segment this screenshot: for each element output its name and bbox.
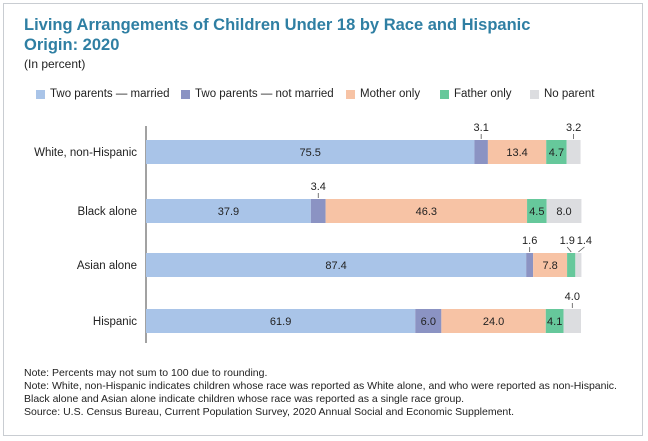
- legend-label: No parent: [544, 88, 595, 100]
- notes: Note: Percents may not sum to 100 due to…: [24, 367, 624, 419]
- category-label: Asian alone: [77, 260, 137, 272]
- legend-swatch: [530, 90, 539, 99]
- data-label: 37.9: [218, 206, 239, 218]
- label-leader: [578, 246, 585, 253]
- data-label: 46.3: [416, 206, 437, 218]
- category-label: White, non-Hispanic: [34, 147, 137, 159]
- label-leader: [566, 246, 572, 253]
- chart-frame: [3, 3, 643, 436]
- note-source: Source: U.S. Census Bureau, Current Popu…: [24, 406, 515, 418]
- bar-father-only: [567, 253, 576, 277]
- bar-mother-only: [533, 253, 568, 277]
- data-label: 13.4: [506, 147, 527, 159]
- data-label: 4.5: [529, 206, 544, 218]
- legend-label: Two parents — not married: [195, 88, 334, 100]
- bar-two-parents-married: [146, 253, 527, 277]
- data-label: 7.8: [542, 260, 557, 272]
- data-label: 1.9: [560, 235, 575, 247]
- bar-mother-only: [487, 140, 547, 164]
- data-label: 24.0: [483, 316, 504, 328]
- data-label: 75.5: [300, 147, 321, 159]
- data-label: 3.2: [566, 122, 581, 134]
- legend-label: Mother only: [360, 88, 421, 100]
- note-race-definitions: Note: White, non-Hispanic indicates chil…: [24, 380, 617, 405]
- data-label: 61.9: [270, 316, 291, 328]
- bar-two-parents-not-married: [526, 253, 534, 277]
- bar-two-parents-married: [146, 140, 475, 164]
- bar-father-only: [546, 140, 567, 164]
- bar-father-only: [545, 309, 564, 333]
- chart-title: Living Arrangements of Children Under 18…: [24, 16, 531, 54]
- bar-two-parents-not-married: [474, 140, 488, 164]
- bar-no-parent: [563, 309, 581, 333]
- bar-no-parent: [566, 140, 581, 164]
- chart-subtitle: (In percent): [24, 57, 86, 71]
- bar-no-parent: [575, 253, 582, 277]
- data-label: 1.4: [577, 235, 592, 247]
- category-label: Hispanic: [93, 316, 137, 328]
- legend-swatch: [181, 90, 190, 99]
- data-label: 8.0: [556, 206, 571, 218]
- bar-mother-only: [325, 199, 528, 223]
- bar-two-parents-married: [146, 199, 311, 223]
- legend-label: Father only: [454, 88, 512, 100]
- bar-two-parents-married: [146, 309, 416, 333]
- bar-father-only: [527, 199, 547, 223]
- category-label: Black alone: [78, 206, 137, 218]
- bar-mother-only: [441, 309, 546, 333]
- data-label: 4.1: [547, 316, 562, 328]
- data-label: 4.0: [565, 291, 580, 303]
- legend-label: Two parents — married: [50, 88, 170, 100]
- data-label: 3.1: [474, 122, 489, 134]
- data-label: 4.7: [549, 147, 564, 159]
- data-label: 3.4: [311, 181, 326, 193]
- note-rounding: Note: Percents may not sum to 100 due to…: [24, 367, 268, 379]
- legend-swatch: [440, 90, 449, 99]
- data-label: 87.4: [325, 260, 346, 272]
- bar-two-parents-not-married: [415, 309, 442, 333]
- legend-swatch: [346, 90, 355, 99]
- legend-swatch: [36, 90, 45, 99]
- data-label: 6.0: [421, 316, 436, 328]
- bar-no-parent: [546, 199, 582, 223]
- bar-two-parents-not-married: [310, 199, 326, 223]
- data-label: 1.6: [522, 235, 537, 247]
